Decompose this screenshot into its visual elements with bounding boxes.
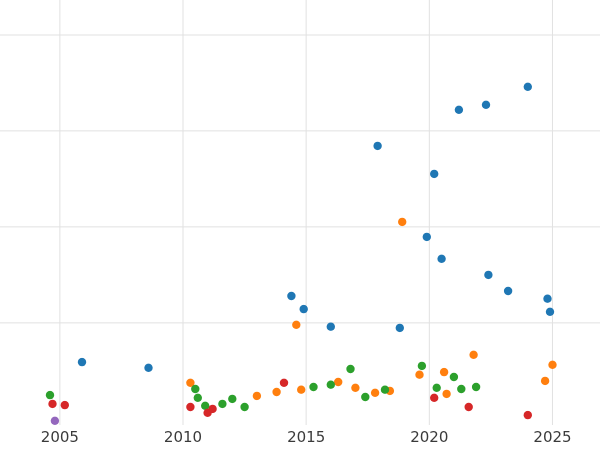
x-tick-label: 2005: [41, 428, 79, 446]
data-point-blue: [523, 82, 532, 92]
data-point-green: [45, 390, 55, 400]
data-point-orange: [370, 388, 380, 397]
data-point-blue: [299, 304, 308, 314]
data-point-red: [523, 410, 532, 420]
data-point-blue: [545, 307, 555, 316]
x-tick-label: 2010: [164, 428, 202, 446]
data-point-green: [201, 401, 210, 410]
data-point-orange: [398, 217, 407, 227]
data-point-red: [48, 399, 57, 409]
data-point-orange: [272, 387, 281, 397]
data-point-green: [432, 383, 441, 392]
data-point-blue: [503, 286, 513, 296]
data-point-green: [193, 393, 202, 402]
data-point-blue: [373, 141, 382, 151]
data-point-green: [449, 372, 459, 382]
data-point-green: [309, 382, 318, 392]
data-point-orange: [439, 367, 449, 377]
data-point-blue: [430, 169, 439, 179]
data-point-green: [361, 392, 370, 402]
data-point-blue: [437, 254, 446, 263]
data-point-green: [218, 399, 227, 409]
data-point-green: [346, 364, 355, 374]
data-point-blue: [543, 294, 552, 303]
data-point-orange: [252, 391, 262, 401]
data-point-blue: [422, 232, 431, 242]
data-point-orange: [186, 378, 195, 387]
data-point-orange: [469, 350, 478, 359]
data-point-green: [326, 380, 335, 389]
data-point-green: [471, 382, 481, 392]
data-point-green: [417, 361, 427, 371]
data-point-orange: [540, 376, 550, 386]
x-tick-label: 2015: [287, 428, 325, 446]
data-point-orange: [292, 320, 301, 329]
data-point-orange: [334, 377, 343, 387]
data-point-blue: [481, 100, 491, 110]
data-point-purple: [50, 416, 60, 425]
data-point-green: [228, 394, 237, 404]
x-tick-label: 2020: [410, 428, 448, 446]
data-point-orange: [297, 385, 306, 394]
data-point-blue: [484, 270, 493, 280]
data-point-orange: [548, 360, 557, 369]
data-point-blue: [144, 363, 153, 372]
x-tick-label: 2025: [533, 428, 571, 446]
data-point-green: [457, 384, 466, 394]
data-point-red: [186, 402, 195, 412]
data-point-red: [60, 400, 69, 410]
data-point-red: [430, 393, 439, 402]
data-point-orange: [351, 383, 360, 392]
data-point-orange: [415, 370, 424, 379]
data-point-blue: [395, 323, 404, 333]
data-point-blue: [454, 105, 464, 115]
data-point-blue: [287, 291, 296, 301]
data-point-orange: [442, 389, 451, 399]
data-point-red: [279, 378, 289, 387]
data-point-green: [380, 385, 390, 394]
data-point-red: [208, 404, 217, 414]
data-point-blue: [77, 357, 87, 367]
data-point-red: [464, 402, 473, 412]
data-point-green: [240, 402, 249, 412]
data-point-blue: [326, 322, 335, 331]
data-point-green: [191, 384, 200, 394]
